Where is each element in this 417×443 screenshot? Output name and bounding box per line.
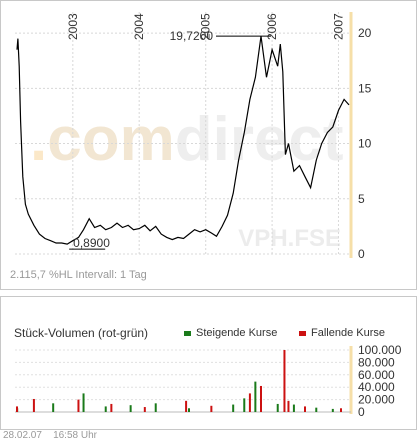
x-tick-label: 2006 (265, 13, 279, 40)
volume-bar-rising (254, 381, 257, 412)
x-tick-label: 2003 (66, 13, 80, 40)
price-chart-panel (0, 0, 417, 290)
stats-note: 2.115,7 %HL Intervall: 1 Tag (10, 269, 147, 281)
volume-bar-rising (52, 403, 55, 412)
volume-bar-falling (16, 406, 18, 412)
high-label: 19,7200 (170, 29, 214, 43)
volume-bar-rising (129, 405, 132, 412)
timestamp: 28.02.07 16:58 Uhr (3, 430, 97, 441)
symbol-watermark: VPH.FSE (238, 225, 341, 252)
volume-tick-label: 80.000 (358, 355, 395, 369)
volume-bar-falling (283, 350, 286, 412)
volume-bar-rising (276, 403, 279, 412)
volume-tick-label: 20.000 (358, 393, 395, 407)
volume-bar-falling (110, 403, 113, 412)
volume-bar-falling (340, 408, 342, 412)
volume-bar-rising (315, 407, 318, 412)
price-line (16, 36, 350, 245)
volume-tick-label: 100.000 (358, 343, 402, 357)
volume-bar-falling (304, 406, 306, 412)
volume-bar-rising (331, 408, 334, 412)
volume-bar-rising (104, 406, 107, 412)
footer-date: 28.02.07 (3, 430, 42, 441)
x-tick-label: 2005 (199, 13, 213, 40)
volume-bar-falling (32, 398, 35, 412)
volume-tick-label: 60.000 (358, 368, 395, 382)
volume-bar-falling (185, 400, 188, 412)
rising-swatch (184, 330, 191, 336)
footer-time: 16:58 Uhr (53, 430, 97, 441)
low-label: 0,8900 (73, 236, 110, 250)
y-tick-label: 15 (358, 81, 372, 95)
y-tick-label: 20 (358, 26, 372, 40)
x-tick-label: 2004 (132, 13, 146, 40)
y-tick-label: 5 (358, 192, 365, 206)
volume-title: Stück-Volumen (rot-grün) (14, 326, 148, 340)
x-tick-label: 2007 (331, 13, 345, 40)
volume-bar-rising (188, 408, 190, 412)
falling-swatch (299, 330, 306, 336)
volume-bar-falling (210, 405, 213, 412)
volume-bar-falling (143, 407, 146, 412)
volume-bar-falling (248, 393, 251, 412)
volume-bar-rising (232, 404, 235, 412)
volume-bar-rising (292, 404, 295, 412)
y-tick-label: 10 (358, 137, 372, 151)
y-tick-label: 0 (358, 247, 365, 261)
volume-tick-label: 40.000 (358, 380, 395, 394)
volume-bar-rising (243, 398, 246, 412)
legend-rising: Steigende Kurse (184, 327, 277, 339)
volume-tick-label: 0 (358, 405, 365, 419)
volume-bar-falling (260, 385, 262, 412)
volume-bar-rising (154, 403, 157, 412)
legend-falling: Fallende Kurse (299, 327, 385, 339)
volume-chart-panel (0, 296, 417, 430)
volume-bar-rising (82, 393, 85, 412)
volume-bar-falling (287, 400, 290, 412)
volume-bar-falling (77, 399, 80, 412)
